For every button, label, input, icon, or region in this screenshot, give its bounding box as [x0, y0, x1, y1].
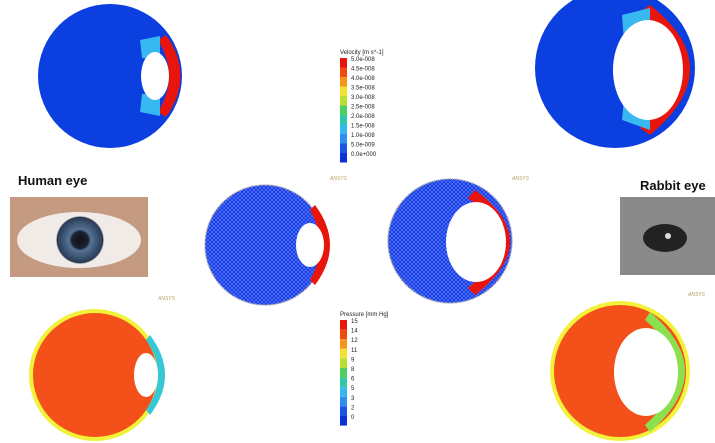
human-pressure-eye	[29, 309, 165, 441]
legend-swatch	[340, 358, 347, 368]
legend-label: 5	[351, 386, 355, 392]
human-mesh-eye	[204, 184, 330, 306]
legend-title: Velocity [m s^-1]	[340, 50, 384, 56]
legend-label: 9	[351, 357, 355, 363]
rabbit-velocity-eye	[535, 0, 695, 148]
legend-swatch	[340, 115, 347, 125]
legend-label: 3.0e-008	[351, 95, 375, 101]
legend-label: 6	[351, 377, 355, 383]
legend-label: 1.5e-008	[351, 124, 375, 130]
legend-swatch	[340, 387, 347, 397]
legend-label: 4.0e-008	[351, 76, 375, 82]
rabbit-label: Rabbit eye	[640, 178, 706, 193]
logo: ANSYS	[511, 176, 530, 182]
legend-label: 2.0e-008	[351, 114, 375, 120]
legend-swatch	[340, 368, 347, 378]
legends: Velocity [m s^-1]5.0e-008 4.5e-008 4.0e-00…	[340, 50, 389, 426]
legend-swatch	[340, 134, 347, 144]
rabbit-pressure-eye	[550, 301, 690, 441]
legend-title: Pressure [mm Hg]	[340, 312, 389, 318]
legend-swatch	[340, 416, 347, 426]
legend-label: 5.0e-008	[351, 57, 375, 63]
logo: ANSYS	[687, 292, 706, 298]
human-eye-photo	[10, 197, 148, 277]
legend-swatch	[340, 320, 347, 330]
legend-swatch	[340, 77, 347, 87]
legend-swatch	[340, 124, 347, 134]
logo: ANSYS	[329, 176, 348, 182]
legend-swatch	[340, 96, 347, 106]
legend-swatch	[340, 396, 347, 407]
legend-label: 2.5e-008	[351, 105, 375, 111]
legend-label: 3.5e-008	[351, 86, 375, 92]
human-velocity-eye	[38, 4, 182, 148]
legend-label: 14	[351, 329, 358, 335]
legend-swatch	[340, 153, 347, 163]
legend-label: 8	[351, 367, 355, 373]
legend-swatch	[340, 377, 347, 388]
legend-label: 0	[351, 415, 355, 421]
legend-swatch	[340, 105, 347, 115]
legend-label: 12	[351, 338, 358, 344]
legend-swatch	[340, 406, 347, 416]
rabbit-eye-photo	[620, 197, 715, 275]
legend-swatch	[340, 67, 347, 77]
legend-label: 2	[351, 405, 355, 411]
legend-swatch	[340, 348, 347, 359]
legend-label: 3	[351, 396, 355, 402]
legend-label: 15	[351, 319, 358, 325]
legend-swatch	[340, 58, 347, 68]
legend-label: 1.0e-008	[351, 133, 375, 139]
legend-swatch	[340, 143, 347, 153]
legend-label: 5.0e-009	[351, 143, 375, 149]
legend-swatch	[340, 329, 347, 340]
logo: ANSYS	[157, 296, 176, 302]
legend-label: 0.0e+000	[351, 152, 377, 158]
legend-swatch	[340, 339, 347, 349]
legend-swatch	[340, 86, 347, 96]
legend-label: 11	[351, 348, 358, 354]
human-label: Human eye	[18, 173, 87, 188]
rabbit-mesh-eye	[387, 178, 513, 304]
legend-label: 4.5e-008	[351, 67, 375, 73]
